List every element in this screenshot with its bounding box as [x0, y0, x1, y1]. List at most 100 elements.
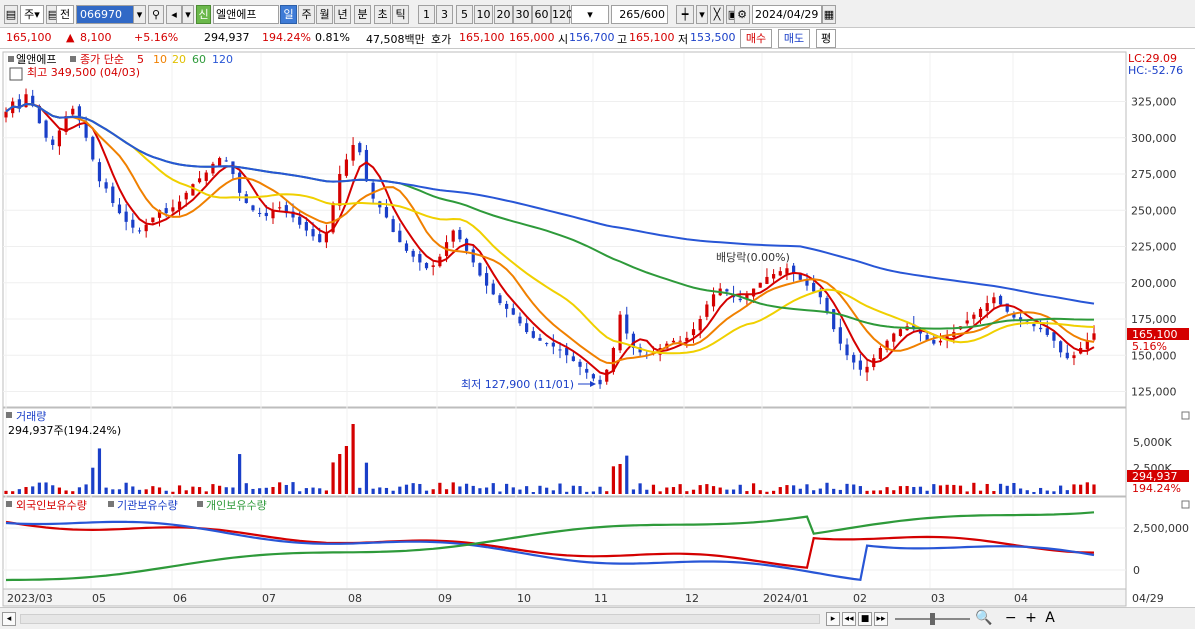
scroll-last-icon[interactable]: ▸▸ [874, 612, 888, 626]
interval-button[interactable]: 60 [532, 5, 551, 24]
scroll-track[interactable] [20, 614, 820, 624]
period-tab[interactable]: 분 [354, 5, 371, 24]
type-select[interactable]: 주▾ [20, 5, 44, 24]
calendar-icon[interactable]: ▦ [822, 5, 836, 24]
volume-bar [872, 490, 876, 494]
price-y-tick: 150,000 [1131, 349, 1177, 362]
minus-icon[interactable]: − [1004, 610, 1017, 626]
volume-bar [711, 486, 716, 494]
speaker-icon[interactable]: ◂ [166, 5, 182, 24]
interval-button[interactable]: 120 [551, 5, 573, 24]
price-y-tick: 275,000 [1131, 168, 1177, 181]
volume-bar [358, 487, 362, 494]
volume-bar [671, 487, 676, 494]
candle-body [344, 159, 349, 176]
period-tab[interactable]: 월 [316, 5, 333, 24]
x-tick-label: 2023/03 [7, 592, 53, 605]
volume-bar [625, 455, 629, 494]
count-input[interactable]: 265/600 [611, 5, 668, 24]
scroll-left-icon[interactable]: ◂ [2, 612, 16, 626]
plus-icon[interactable]: + [1025, 610, 1037, 626]
volume-bar [157, 487, 162, 494]
candle-body [511, 308, 515, 315]
period-tab[interactable]: 일 [280, 5, 297, 24]
period-tab[interactable]: 년 [334, 5, 351, 24]
interval-button[interactable]: 3 [436, 5, 453, 24]
stock-name-field[interactable]: 엘앤에프 [213, 5, 279, 24]
volume-last-tag [1127, 470, 1189, 482]
period-tab[interactable]: 초 [374, 5, 391, 24]
volume-bar [444, 489, 449, 494]
x-tick-label: 05 [92, 592, 106, 605]
period-tab[interactable]: 틱 [392, 5, 409, 24]
crosshair-icon[interactable]: ╳ [710, 5, 724, 24]
scroll-first-icon[interactable]: ◂◂ [842, 612, 856, 626]
zoom-handle[interactable] [930, 613, 935, 625]
zoom-buttons: 🔍 − + A [975, 610, 1055, 626]
interval-select[interactable]: ▾ [571, 5, 609, 24]
buy-button[interactable]: 매수 [740, 29, 772, 48]
chart-tool-icon[interactable] [9, 67, 23, 81]
settings-icon[interactable]: ⚙ [734, 5, 750, 24]
volume-bar [1012, 482, 1016, 494]
volume-bar [812, 490, 816, 494]
interval-button[interactable]: 5 [456, 5, 473, 24]
interval-button[interactable]: 30 [513, 5, 532, 24]
interval-button[interactable]: 20 [494, 5, 513, 24]
candle-body [251, 205, 255, 211]
candle-body [104, 182, 108, 189]
low-value: 153,500 [690, 31, 736, 44]
interval-button[interactable]: 10 [474, 5, 493, 24]
candle-body [157, 210, 162, 218]
volume-bar [364, 462, 369, 494]
volume-panel-close-icon[interactable] [1181, 411, 1190, 420]
candle-body [885, 340, 889, 351]
period-tab[interactable]: 주 [298, 5, 315, 24]
candle-body [738, 298, 742, 301]
volume-bar [424, 490, 429, 494]
candle-body [498, 295, 502, 304]
volume-bar [878, 490, 883, 494]
volume-bar [578, 486, 582, 494]
code-input[interactable]: 066970 [76, 5, 138, 24]
candle-type-icon[interactable]: ┿ [676, 5, 694, 24]
zoom-in-icon[interactable]: 🔍 [975, 610, 993, 626]
volume-bar [231, 487, 235, 494]
date-input[interactable]: 2024/04/29 [752, 5, 822, 24]
x-tick-label: 06 [173, 592, 187, 605]
bottom-scrollbar[interactable]: ◂ ▸ ◂◂ ■ ▸▸ 🔍 − + A [0, 607, 1195, 629]
candle-body [812, 282, 816, 292]
zoom-slider[interactable] [895, 613, 970, 625]
volume-bar [745, 491, 749, 494]
candle-body [778, 271, 782, 276]
candle-body [184, 192, 188, 200]
volume-bar [351, 424, 355, 494]
holder-panel-close-icon[interactable] [1181, 500, 1190, 509]
change-pct: +5.16% [134, 31, 179, 44]
scroll-right-icon[interactable]: ▸ [826, 612, 840, 626]
candle-body [685, 337, 689, 342]
chart-area[interactable]: 325,000 300,000 275,000 250,000 225,000 200,0… [0, 50, 1195, 607]
prev-button[interactable]: 전 [56, 5, 74, 24]
x-tick-labels: 2023/03 05 06 07 08 09 10 11 12 2024/01 02 03 04 [7, 592, 1028, 605]
stop-icon[interactable]: ■ [858, 612, 872, 626]
sell-button[interactable]: 매도 [778, 29, 810, 48]
speaker-dropdown-icon[interactable]: ▾ [182, 5, 194, 24]
menu-icon[interactable]: ▤ [4, 5, 18, 24]
volume-bar [565, 491, 569, 494]
price-y-tick: 175,000 [1131, 313, 1177, 326]
code-dropdown-icon[interactable]: ▾ [133, 5, 146, 24]
candle-body [71, 108, 75, 115]
candle-body [1065, 352, 1069, 359]
candle-body [484, 273, 489, 286]
search-icon[interactable]: ⚲ [148, 5, 164, 24]
text-icon[interactable]: A [1045, 610, 1055, 626]
candle-body [932, 339, 936, 344]
candle-type-dropdown-icon[interactable]: ▾ [696, 5, 708, 24]
eval-button[interactable]: 평 [816, 29, 836, 48]
interval-button[interactable]: 1 [418, 5, 435, 24]
chart-svg[interactable]: 325,000 300,000 275,000 250,000 225,000 200,0… [0, 50, 1195, 607]
candle-body [324, 233, 328, 243]
candle-body [671, 340, 676, 343]
